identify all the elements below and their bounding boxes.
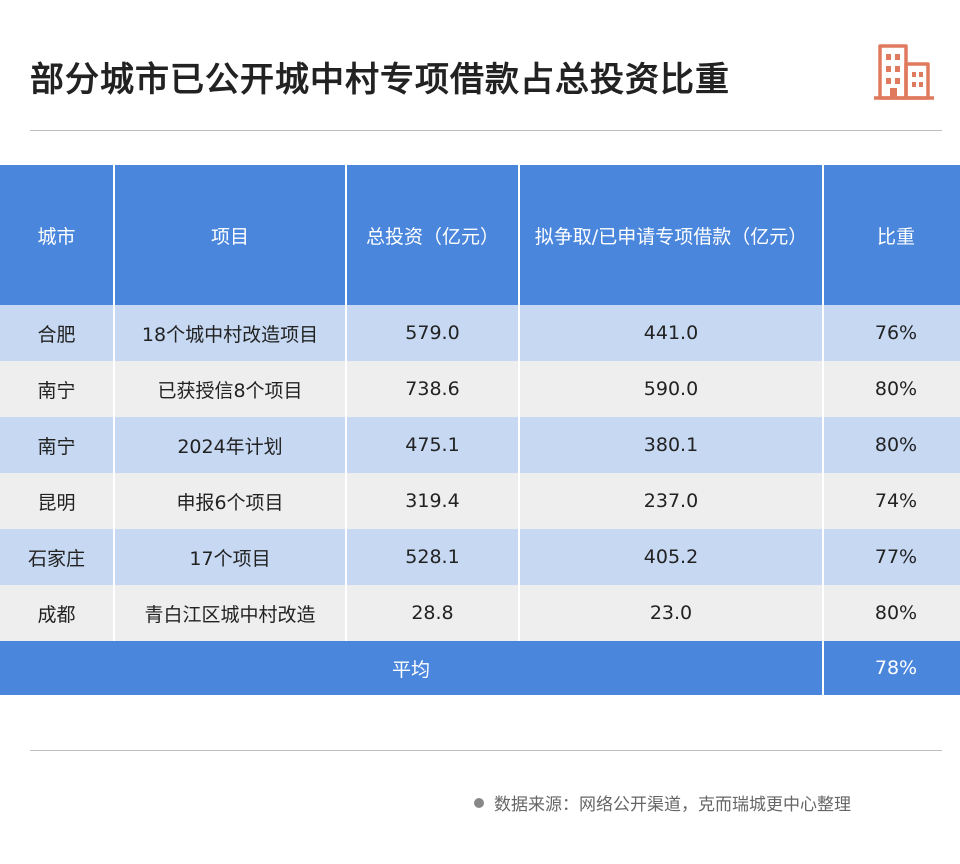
building-icon — [874, 44, 934, 100]
cell-special-loan: 441.0 — [519, 305, 824, 361]
average-row: 平均 78% — [0, 641, 960, 695]
cell-special-loan: 237.0 — [519, 473, 824, 529]
cell-city: 昆明 — [0, 473, 115, 529]
bottom-divider — [30, 750, 942, 751]
table-row: 成都 青白江区城中村改造 28.8 23.0 80% — [0, 585, 960, 641]
table-row: 合肥 18个城中村改造项目 579.0 441.0 76% — [0, 305, 960, 361]
source-note: 数据来源：网络公开渠道，克而瑞城更中心整理 — [474, 790, 851, 815]
header-row: 城市 项目 总投资（亿元） 拟争取/已申请专项借款（亿元） 比重 — [0, 165, 960, 305]
cell-project: 青白江区城中村改造 — [114, 585, 347, 641]
cell-special-loan: 590.0 — [519, 361, 824, 417]
cell-special-loan: 23.0 — [519, 585, 824, 641]
cell-project: 18个城中村改造项目 — [114, 305, 347, 361]
cell-total-investment: 528.1 — [346, 529, 520, 585]
column-header-proportion: 比重 — [823, 165, 960, 305]
table-row: 南宁 已获授信8个项目 738.6 590.0 80% — [0, 361, 960, 417]
table-row: 石家庄 17个项目 528.1 405.2 77% — [0, 529, 960, 585]
cell-total-investment: 28.8 — [346, 585, 520, 641]
average-label: 平均 — [0, 641, 824, 695]
investment-table: 城市 项目 总投资（亿元） 拟争取/已申请专项借款（亿元） 比重 合肥 18个城… — [0, 165, 960, 695]
cell-special-loan: 380.1 — [519, 417, 824, 473]
column-header-project: 项目 — [114, 165, 347, 305]
table-row: 南宁 2024年计划 475.1 380.1 80% — [0, 417, 960, 473]
bullet-icon — [474, 798, 484, 808]
cell-project: 已获授信8个项目 — [114, 361, 347, 417]
cell-special-loan: 405.2 — [519, 529, 824, 585]
column-header-special-loan: 拟争取/已申请专项借款（亿元） — [519, 165, 824, 305]
cell-city: 南宁 — [0, 361, 115, 417]
cell-total-investment: 579.0 — [346, 305, 520, 361]
column-header-total-investment: 总投资（亿元） — [346, 165, 520, 305]
page-title: 部分城市已公开城中村专项借款占总投资比重 — [30, 60, 730, 100]
cell-project: 2024年计划 — [114, 417, 347, 473]
title-bar: 部分城市已公开城中村专项借款占总投资比重 — [0, 0, 960, 130]
cell-total-investment: 738.6 — [346, 361, 520, 417]
cell-proportion: 80% — [823, 585, 960, 641]
column-header-city: 城市 — [0, 165, 115, 305]
cell-total-investment: 475.1 — [346, 417, 520, 473]
cell-city: 合肥 — [0, 305, 115, 361]
cell-city: 成都 — [0, 585, 115, 641]
cell-proportion: 74% — [823, 473, 960, 529]
cell-proportion: 80% — [823, 361, 960, 417]
source-text: 数据来源：网络公开渠道，克而瑞城更中心整理 — [494, 795, 851, 815]
cell-proportion: 77% — [823, 529, 960, 585]
average-value: 78% — [823, 641, 960, 695]
table-row: 昆明 申报6个项目 319.4 237.0 74% — [0, 473, 960, 529]
cell-city: 南宁 — [0, 417, 115, 473]
cell-project: 17个项目 — [114, 529, 347, 585]
cell-city: 石家庄 — [0, 529, 115, 585]
cell-proportion: 80% — [823, 417, 960, 473]
cell-project: 申报6个项目 — [114, 473, 347, 529]
cell-proportion: 76% — [823, 305, 960, 361]
top-divider — [30, 130, 942, 131]
cell-total-investment: 319.4 — [346, 473, 520, 529]
